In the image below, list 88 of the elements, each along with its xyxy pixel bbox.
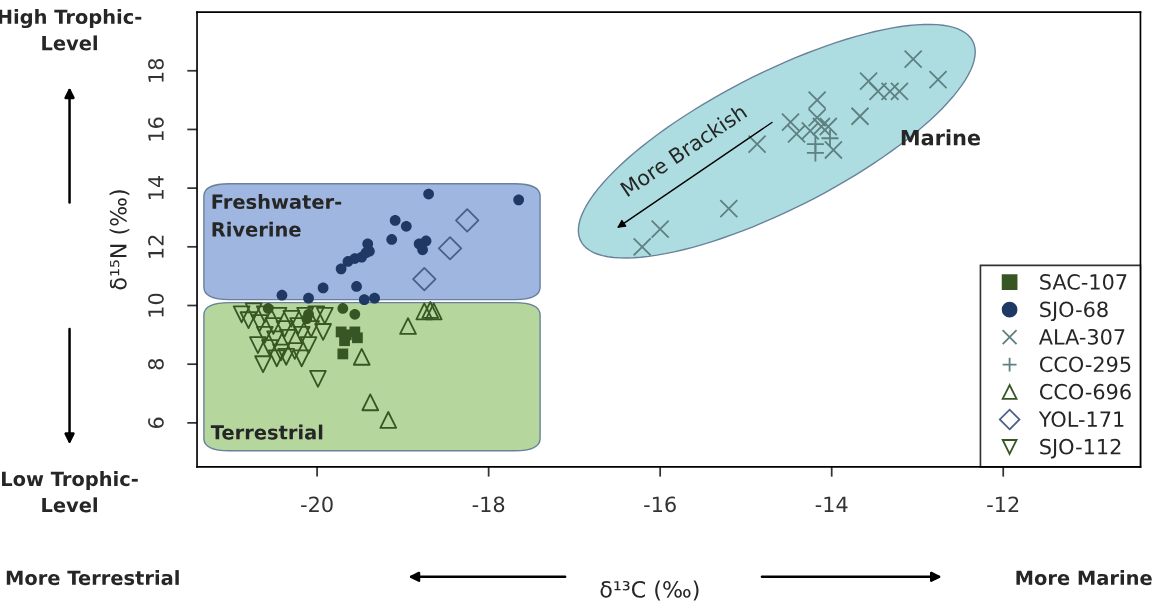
point: [437, 236, 463, 261]
point: [781, 112, 800, 132]
point: [389, 215, 401, 226]
point: [261, 339, 279, 357]
text: More Marine: [1016, 570, 1152, 586]
legend-label: CCO-696: [1039, 383, 1131, 400]
point: [292, 326, 311, 344]
y-tick-label: 14: [148, 176, 164, 200]
point: [352, 332, 363, 344]
point: [249, 336, 267, 354]
y-tick-label: 6: [148, 417, 164, 429]
point: [400, 220, 412, 232]
point: [267, 349, 286, 368]
point: [244, 302, 263, 321]
point: [632, 237, 652, 257]
point: [824, 140, 843, 160]
point: [272, 343, 290, 362]
point: [513, 194, 525, 206]
y-tick-label: 10: [148, 293, 164, 317]
point: [415, 302, 434, 321]
point: [423, 188, 434, 200]
point: [266, 330, 284, 349]
legend-label: ALA-307: [1038, 328, 1125, 345]
point: [277, 348, 296, 366]
x-axis-title: δ¹³C (‰): [600, 580, 699, 601]
text: Low Trophic- Level: [2, 471, 138, 513]
point: [412, 266, 437, 292]
point: [292, 349, 311, 368]
point: [351, 281, 362, 292]
band-label: Freshwater- Riverine: [212, 194, 342, 237]
x-tick-label: -18: [472, 496, 505, 513]
point: [232, 305, 251, 324]
point: [805, 143, 825, 163]
point: [868, 81, 888, 101]
point: [361, 393, 380, 412]
x-tick-label: -14: [815, 496, 848, 512]
y-axis-title: δ¹⁵N (‰): [109, 190, 130, 290]
x-tick-label: -12: [987, 496, 1019, 512]
point: [317, 282, 329, 294]
point: [850, 106, 870, 126]
point: [420, 235, 432, 247]
text: More Terrestrial: [6, 570, 179, 586]
point: [282, 309, 301, 328]
legend-label: SJO-68: [1040, 301, 1108, 322]
point: [335, 263, 347, 275]
point: [307, 305, 326, 324]
point: [399, 317, 417, 335]
legend-label: SJO-112: [1040, 438, 1121, 459]
y-tick-label: 18: [148, 58, 164, 82]
point: [285, 342, 304, 360]
point: [807, 108, 827, 128]
band-label: Terrestrial: [210, 424, 323, 440]
point: [379, 411, 398, 429]
point: [352, 348, 371, 366]
y-tick-label: 12: [148, 235, 164, 258]
point: [890, 81, 909, 101]
point: [264, 317, 283, 335]
point: [369, 292, 380, 304]
point: [303, 292, 314, 304]
point: [255, 326, 274, 344]
y-tick-label: 16: [148, 117, 164, 141]
point: [928, 70, 948, 89]
point: [275, 320, 294, 338]
x-tick-label: -20: [301, 496, 333, 513]
point: [254, 355, 272, 374]
point: [337, 348, 349, 360]
point: [299, 336, 318, 354]
point: [239, 311, 258, 330]
legend-label: CCO-295: [1039, 356, 1131, 373]
point: [455, 208, 480, 233]
point: [747, 134, 767, 154]
point: [250, 314, 269, 332]
point: [719, 199, 739, 219]
point: [880, 81, 900, 101]
point: [314, 323, 332, 341]
point: [309, 370, 327, 388]
point: [903, 49, 923, 69]
point: [386, 234, 398, 245]
point: [358, 294, 370, 306]
x-tick-label: -16: [644, 496, 676, 513]
point: [859, 71, 878, 91]
point: [807, 90, 827, 110]
point: [315, 306, 334, 325]
legend-label: SAC-107: [1040, 274, 1127, 290]
point: [276, 289, 288, 301]
y-tick-label: 8: [148, 358, 164, 370]
point: [650, 219, 670, 239]
legend-label: YOL-171: [1038, 411, 1124, 428]
